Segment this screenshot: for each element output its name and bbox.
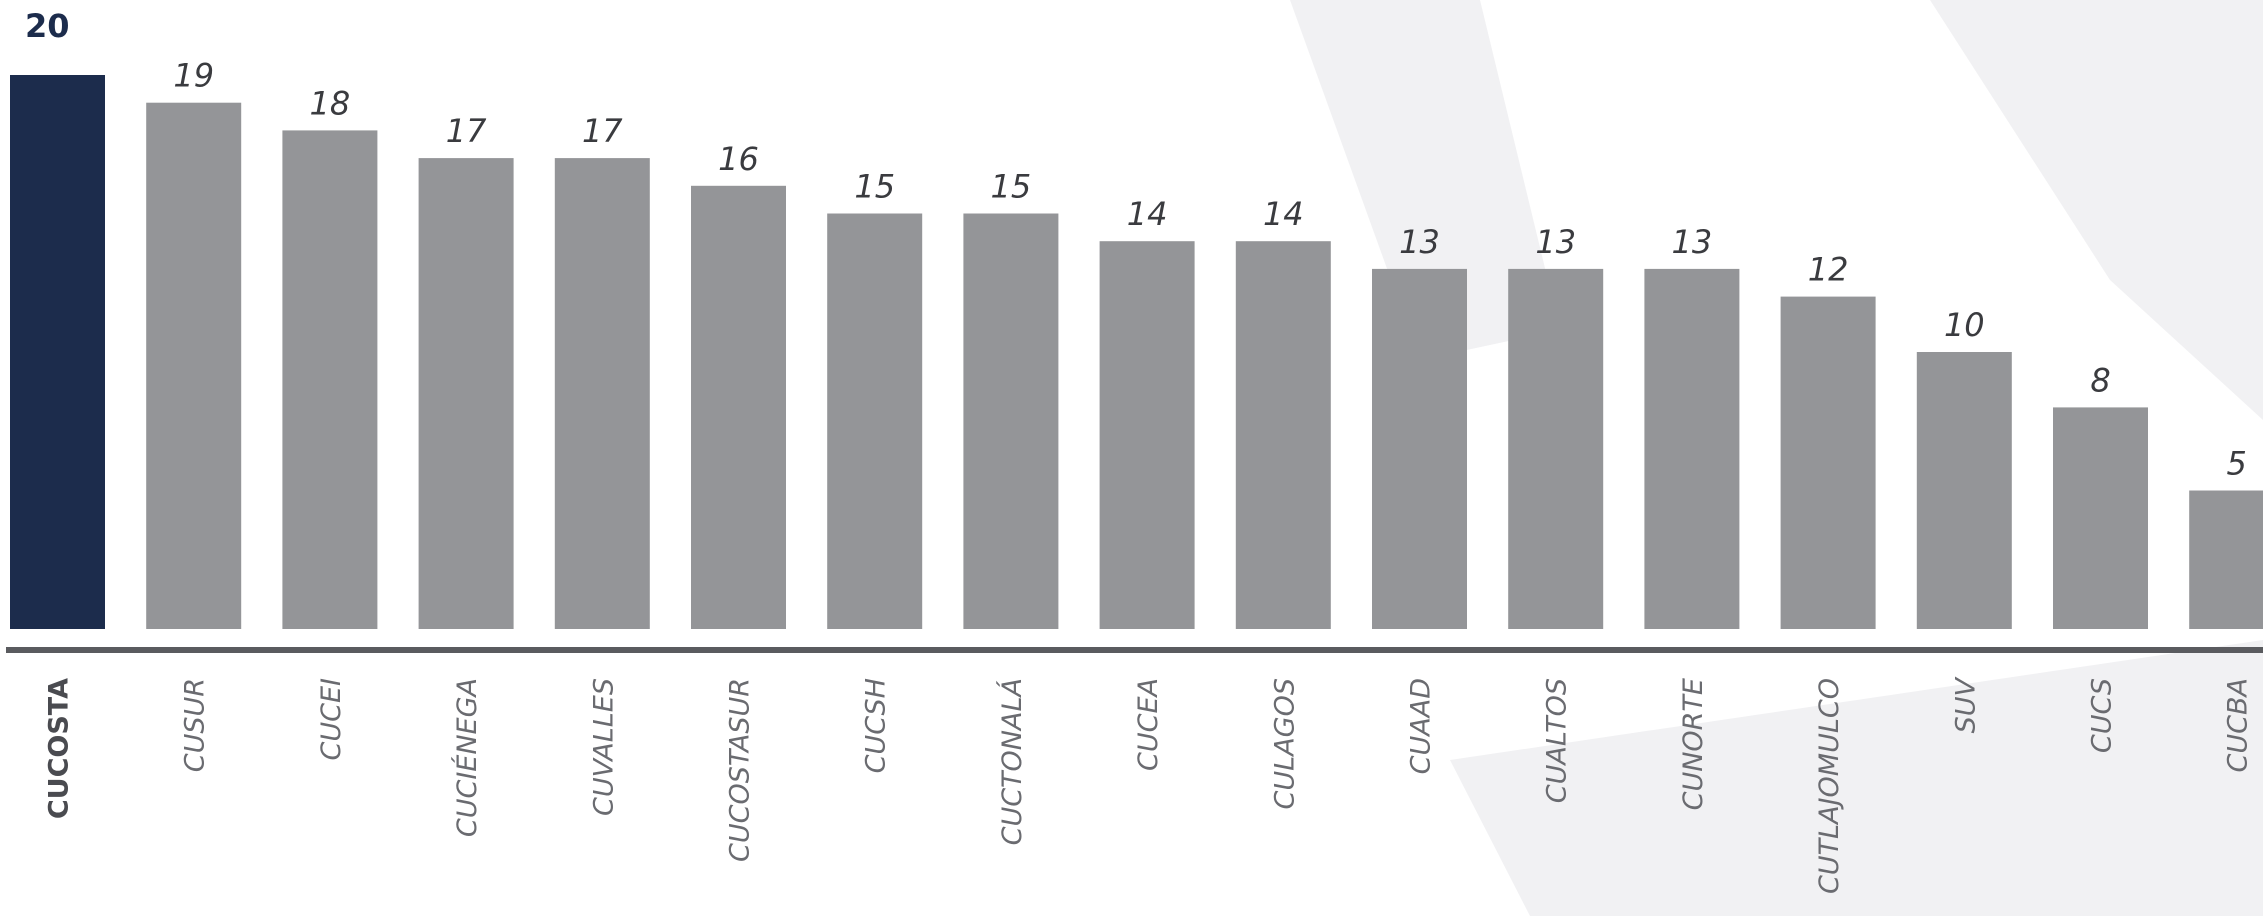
category-label: CUTLAJOMULCO bbox=[1814, 678, 1845, 894]
category-labels-group: CUCOSTA CUSUR CUCEI CUCIÉNEGA CUVALLES CUCOST… bbox=[44, 675, 2254, 894]
category-label: CUCEA bbox=[1133, 678, 1164, 771]
bar-cucostasur bbox=[691, 185, 786, 630]
bar-suv bbox=[1916, 352, 2012, 629]
category-label: CUCOSTASUR bbox=[725, 678, 756, 862]
value-label: 13 bbox=[1535, 223, 1576, 261]
bar-culagos bbox=[1235, 241, 1331, 629]
category-label: CUCOSTA bbox=[44, 678, 75, 819]
value-label: 14 bbox=[1263, 195, 1304, 233]
value-label: 15 bbox=[991, 168, 1032, 206]
category-label: CUNORTE bbox=[1678, 678, 1709, 810]
category-label: CUAAD bbox=[1406, 678, 1437, 774]
value-label: 14 bbox=[1127, 195, 1168, 233]
category-label: CUCIÉNEGA bbox=[451, 678, 483, 837]
background-watermark bbox=[1290, 0, 2263, 916]
value-label: 20 bbox=[25, 7, 70, 45]
bar-cunorte bbox=[1644, 268, 1740, 629]
category-label: CUCEI bbox=[316, 678, 347, 761]
bar-cuaad bbox=[1372, 268, 1467, 629]
category-label: CUCBA bbox=[2223, 678, 2254, 772]
bar-cucosta bbox=[10, 75, 105, 629]
bars-group bbox=[10, 75, 2263, 630]
category-label: CUALTOS bbox=[1542, 678, 1573, 803]
bar-cucea bbox=[1099, 241, 1195, 629]
value-label: 8 bbox=[2090, 361, 2110, 399]
bar-cuctonalá bbox=[963, 213, 1059, 629]
bar-cucsh bbox=[827, 213, 923, 629]
category-label: CUCSH bbox=[861, 678, 892, 773]
category-label: CULAGOS bbox=[1269, 678, 1300, 809]
value-labels-group: 20 19 18 17 17 16 15 15 14 14 13 13 13 12 10 8 5 bbox=[25, 7, 2247, 483]
category-label: CUVALLES bbox=[588, 678, 619, 816]
value-label: 15 bbox=[854, 168, 895, 206]
bar-cutlajomulco bbox=[1780, 296, 1876, 629]
value-label: 5 bbox=[2227, 445, 2247, 483]
bar-cualtos bbox=[1508, 268, 1604, 629]
category-label: CUCS bbox=[2087, 678, 2118, 753]
value-label: 19 bbox=[173, 57, 214, 95]
bar-cusur bbox=[146, 102, 242, 629]
value-label: 16 bbox=[718, 140, 759, 178]
bar-cucei bbox=[282, 130, 378, 629]
category-label: CUSUR bbox=[180, 678, 211, 772]
value-label: 10 bbox=[1944, 306, 1985, 344]
value-label: 18 bbox=[310, 84, 351, 122]
value-label: 13 bbox=[1399, 223, 1440, 261]
value-label: 13 bbox=[1672, 223, 1713, 261]
bar-cuvalles bbox=[554, 158, 650, 629]
value-label: 12 bbox=[1808, 251, 1849, 289]
bar-cucba bbox=[2189, 490, 2263, 629]
value-label: 17 bbox=[582, 112, 623, 150]
category-label: CUCTONALÁ bbox=[996, 678, 1028, 845]
category-label: SUV bbox=[1950, 675, 1981, 733]
value-label: 17 bbox=[446, 112, 487, 150]
bar-cuciénega bbox=[418, 158, 514, 629]
bar-cucs bbox=[2053, 407, 2148, 629]
